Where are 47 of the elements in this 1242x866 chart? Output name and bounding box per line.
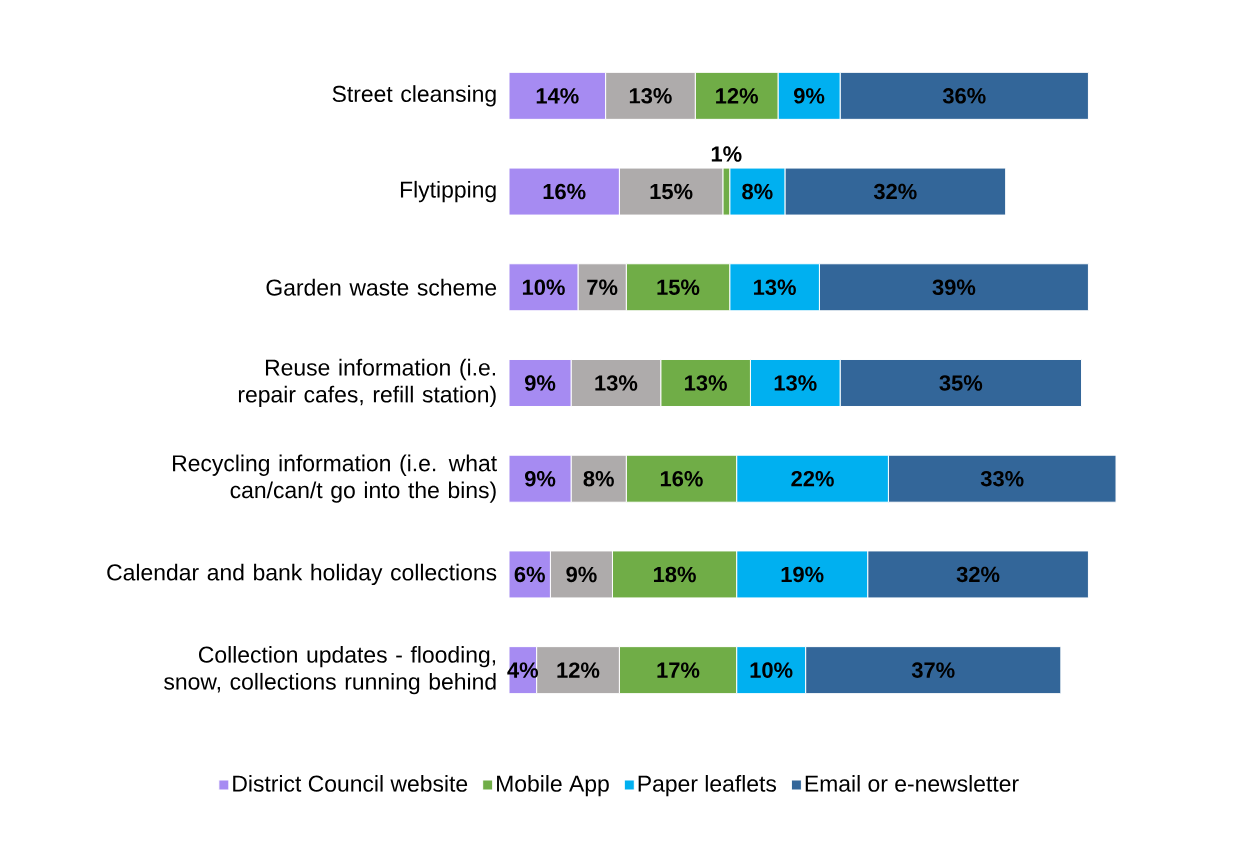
data-label: 18% <box>654 566 696 583</box>
data-label: 12% <box>716 88 758 104</box>
data-label: 15% <box>657 279 700 296</box>
data-label: 13% <box>629 88 672 104</box>
data-label: 13% <box>754 279 796 296</box>
bar <box>509 71 607 120</box>
data-label: 15% <box>650 183 693 200</box>
data-label: 13% <box>595 375 638 391</box>
data-label: 1% <box>711 146 742 162</box>
data-label: 12% <box>557 662 600 678</box>
data-label: 7% <box>587 279 618 295</box>
data-label: 14% <box>536 88 579 104</box>
legend-label: Email or e-newsletter <box>805 774 1019 792</box>
y-tick-label: Collection updates - flooding, snow, collections running behind <box>164 646 496 695</box>
data-label: 9% <box>794 88 825 104</box>
legend-label: Paper leaflets <box>638 774 777 797</box>
data-label: 32% <box>956 566 1000 583</box>
data-label: 33% <box>980 470 1024 487</box>
data-label: 6% <box>514 566 545 583</box>
legend-label: District Council website <box>233 774 468 792</box>
data-label: 37% <box>911 662 955 678</box>
data-label: 19% <box>781 566 824 583</box>
data-label: 9% <box>524 375 556 391</box>
data-label: 9% <box>566 566 597 583</box>
data-label: 8% <box>742 183 773 200</box>
y-tick-label: Street cleansing <box>332 85 496 107</box>
data-label: 39% <box>932 279 976 296</box>
y-tick-label: Flytipping <box>400 180 496 203</box>
data-label: 22% <box>791 470 834 487</box>
y-tick-label: Reuse information (i.e. repair cafes, refill station) <box>238 358 496 408</box>
data-label: 32% <box>873 183 917 200</box>
data-label: 36% <box>942 88 986 104</box>
data-label: 35% <box>939 375 983 391</box>
data-label: 9% <box>524 470 556 487</box>
data-label: 13% <box>774 375 817 391</box>
data-label: 10% <box>522 279 565 296</box>
data-label: 4% <box>507 662 539 678</box>
data-label: 16% <box>660 470 703 487</box>
data-label: 13% <box>685 375 727 391</box>
data-label: 17% <box>657 662 700 678</box>
data-label: 10% <box>750 662 793 678</box>
y-tick-label: Calendar and bank holiday collections <box>107 563 497 586</box>
data-label: 8% <box>583 470 614 487</box>
legend-label: Mobile App <box>497 774 609 797</box>
y-tick-label: Recycling information (i.e. what can/can/t go into the bins) <box>173 454 497 503</box>
y-tick-label: Garden waste scheme <box>266 278 497 296</box>
data-label: 16% <box>543 183 586 200</box>
